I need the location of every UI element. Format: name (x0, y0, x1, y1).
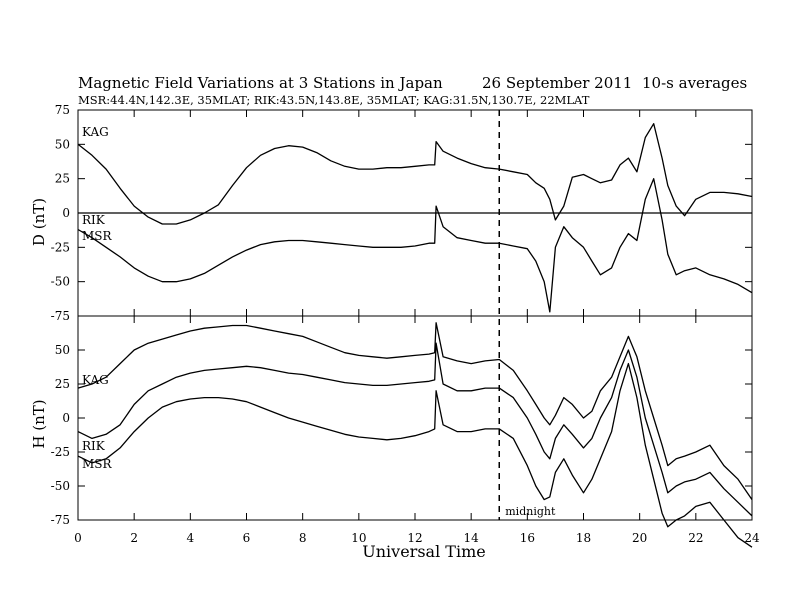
x-tick-label: 18 (576, 531, 591, 545)
x-tick-label: 8 (299, 531, 307, 545)
x-tick-label: 2 (130, 531, 138, 545)
x-tick-label: 20 (632, 531, 647, 545)
d-ytick-label: 50 (55, 137, 70, 151)
d-ytick-label: 0 (62, 206, 70, 220)
h-y-axis-label: H (nT) (30, 399, 48, 448)
x-tick-label: 16 (520, 531, 535, 545)
h-station-label-kag: KAG (82, 373, 109, 387)
h-station-label-rik: RIK (82, 439, 106, 453)
d-station-label-rik: RIK (82, 213, 106, 227)
x-tick-label: 24 (744, 531, 760, 545)
chart-title: Magnetic Field Variations at 3 Stations … (78, 74, 443, 92)
h-ytick-label: -25 (51, 445, 70, 459)
h-series-kag-line (77, 322, 753, 500)
x-tick-label: 12 (407, 531, 422, 545)
d-panel: 75 50 25 0 -25 -50 -75 D (nT) KAG RIK MSR (30, 103, 753, 323)
d-ytick-label: 75 (55, 103, 70, 117)
x-tick-label: 22 (688, 531, 703, 545)
d-y-axis-label: D (nT) (30, 198, 48, 246)
h-ytick-label: 50 (55, 343, 70, 357)
station-coordinates: MSR:44.4N,142.3E, 35MLAT; RIK:43.5N,143.… (78, 93, 590, 107)
h-series-rik-line (77, 342, 753, 517)
h-panel-frame (77, 315, 753, 521)
x-tick-label: 14 (464, 531, 480, 545)
x-axis-label: Universal Time (362, 542, 485, 561)
d-series-kag-line (77, 123, 753, 225)
d-ytick-label: -25 (51, 240, 70, 254)
h-series-msr-line (77, 362, 753, 548)
x-tick-label: 10 (351, 531, 366, 545)
d-series-rik-line (77, 178, 753, 313)
x-tick-label: 4 (187, 531, 195, 545)
h-ytick-label: -75 (51, 513, 70, 527)
x-tick-label: 6 (243, 531, 251, 545)
d-station-label-kag: KAG (82, 125, 109, 139)
chart-averaging: 10-s averages (642, 74, 747, 92)
chart-date: 26 September 2011 (482, 74, 632, 92)
h-ytick-label: 0 (62, 411, 70, 425)
d-ytick-label: -75 (51, 309, 70, 323)
h-ytick-label: -50 (51, 479, 70, 493)
d-ytick-label: -50 (51, 275, 70, 289)
d-station-label-msr: MSR (82, 229, 113, 243)
h-ytick-label: 25 (55, 377, 70, 391)
d-ytick-label: 25 (55, 172, 70, 186)
x-tick-label: 0 (74, 531, 82, 545)
h-panel: 50 25 0 -25 -50 -75 H (nT) KAG RIK MSR (30, 315, 753, 548)
h-station-label-msr: MSR (82, 457, 113, 471)
midnight-label: midnight (505, 505, 556, 518)
